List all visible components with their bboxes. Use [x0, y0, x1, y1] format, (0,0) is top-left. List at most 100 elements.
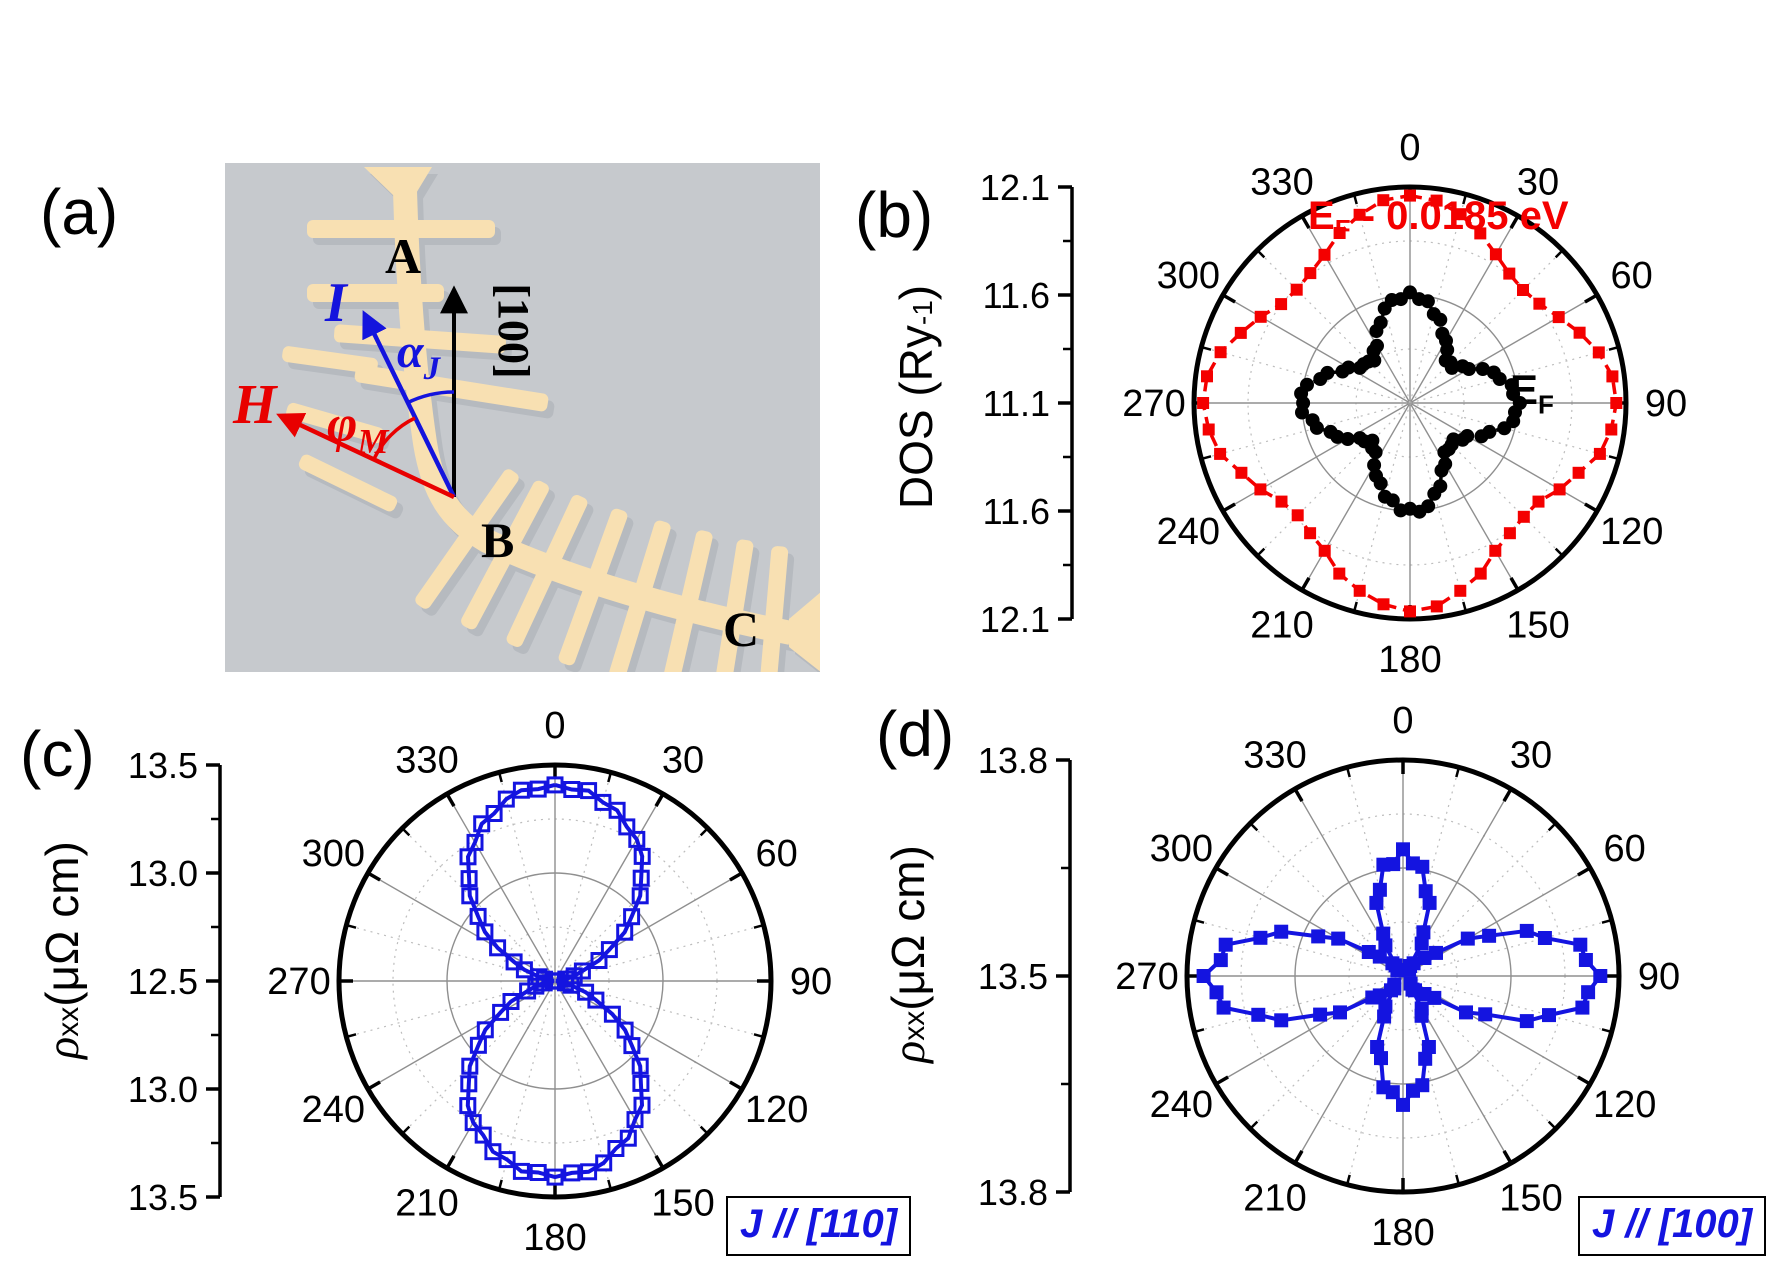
radial-tick-label: 13.0 [128, 853, 198, 894]
polar-plot-d: 0 30 60 90 120 150 180 210 240 270 300 330 13.8 13.5 1… [978, 700, 1680, 1254]
data-point [590, 952, 608, 969]
data-point [1517, 510, 1530, 523]
data-point [1573, 937, 1588, 952]
data-point [1218, 937, 1233, 952]
angle-tick [753, 1033, 764, 1039]
data-point [1333, 227, 1346, 239]
data-point [1251, 1007, 1266, 1022]
angular-gridline [554, 980, 664, 1169]
data-point [1592, 346, 1605, 359]
data-point [1474, 227, 1487, 240]
field-label: H [232, 374, 278, 436]
series-line [465, 782, 645, 1180]
series-rho_xx-J//[100] [1196, 842, 1608, 1112]
angle-label-180: 180 [523, 1217, 586, 1259]
angle-tick [1215, 866, 1229, 877]
data-point [1606, 370, 1619, 383]
data-point [1372, 882, 1387, 897]
phi-m-label: φM [327, 396, 390, 461]
angle-tick [1249, 1120, 1259, 1130]
angular-gridline [1409, 215, 1519, 404]
angle-label-90: 90 [1645, 383, 1687, 425]
data-point [1202, 423, 1215, 436]
angle-tick [1601, 918, 1612, 924]
data-point [1519, 1014, 1534, 1029]
data-point [1605, 423, 1618, 436]
data-point [1196, 969, 1211, 983]
data-point [1415, 859, 1430, 874]
angular-gridline [1409, 402, 1564, 557]
radial-tick-label: 12.1 [980, 167, 1050, 208]
current-arrow [362, 310, 457, 498]
panel-c-label: (c) [20, 718, 95, 790]
data-point [1377, 489, 1392, 504]
data-point [1503, 527, 1516, 540]
data-point [1305, 413, 1320, 428]
data-point [1489, 544, 1502, 557]
data-point [632, 869, 650, 887]
angle-label-120: 120 [1593, 1084, 1656, 1126]
data-point [587, 991, 605, 1009]
angular-gridline [1222, 294, 1411, 404]
data-point [1373, 315, 1388, 330]
field-arrow [276, 412, 455, 500]
series-EF---0.0185-eV [1197, 189, 1623, 618]
data-point [1388, 958, 1403, 973]
angle-label-150: 150 [651, 1183, 714, 1225]
angle-tick [445, 1155, 456, 1169]
angle-label-330: 330 [1243, 734, 1306, 776]
data-point [460, 1075, 478, 1093]
data-point [1506, 414, 1521, 429]
data-point [1405, 982, 1420, 997]
data-point [1333, 567, 1346, 580]
data-point [1578, 953, 1593, 967]
angular-gridline [401, 827, 556, 982]
angle-tick [654, 1155, 665, 1169]
angle-label-60: 60 [1604, 828, 1646, 870]
angle-label-30: 30 [662, 739, 704, 781]
data-point [1402, 962, 1417, 977]
data-point [616, 923, 634, 941]
data-point [1437, 445, 1452, 460]
angle-label-0: 0 [1392, 700, 1413, 742]
angular-gridline [1353, 194, 1411, 404]
angle-tick [1547, 1120, 1557, 1130]
legend-box-j100: J // [100] [1578, 1196, 1767, 1256]
angular-gridline [1409, 402, 1619, 460]
angle-tick [1256, 547, 1266, 557]
angle-tick [497, 1179, 503, 1190]
angle-label-270: 270 [1115, 956, 1178, 998]
data-point [1414, 1008, 1429, 1023]
radial-tick-label: 12.1 [980, 599, 1050, 640]
angle-label-60: 60 [1611, 255, 1653, 297]
angular-gridline [1194, 975, 1404, 1033]
data-point [1365, 990, 1380, 1005]
angle-tick [1547, 822, 1557, 832]
data-point [1537, 931, 1552, 945]
angle-tick [1201, 345, 1212, 351]
data-point [1275, 495, 1288, 508]
angle-tick [1345, 767, 1351, 778]
data-point [1533, 297, 1546, 310]
data-point [1201, 370, 1213, 383]
angle-tick [445, 793, 456, 807]
data-point [1290, 283, 1303, 296]
data-point [632, 1074, 650, 1092]
current-label: I [324, 272, 349, 334]
data-point [1434, 463, 1449, 478]
data-point [529, 1164, 547, 1181]
data-point [631, 887, 649, 905]
data-point [1291, 509, 1304, 522]
data-point [1474, 567, 1487, 580]
angle-label-150: 150 [1506, 605, 1569, 647]
radial-tick-label: 11.6 [983, 491, 1050, 532]
data-point [631, 1057, 649, 1075]
data-point [1396, 1097, 1410, 1112]
angular-gridline [1409, 294, 1598, 404]
data-point [1370, 338, 1384, 353]
data-point [1372, 949, 1387, 964]
data-point [1429, 945, 1443, 960]
angular-gridline [554, 772, 612, 982]
data-point [1234, 326, 1247, 339]
angle-arc-phi-m [372, 416, 416, 460]
